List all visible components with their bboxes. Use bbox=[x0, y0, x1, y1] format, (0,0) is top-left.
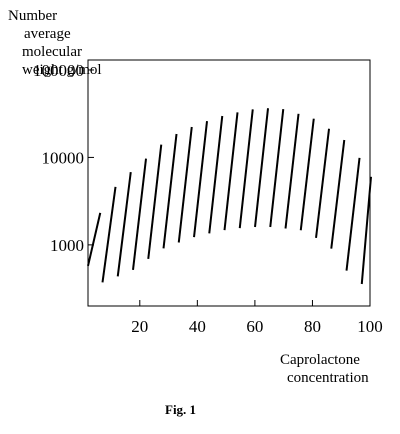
hatch-mark-14 bbox=[299, 118, 315, 231]
hatch-mark-3 bbox=[132, 158, 148, 270]
y-axis-title-line-4: weight g/mol bbox=[22, 62, 102, 78]
x-axis-ticks: 20 40 60 80 100 bbox=[131, 300, 383, 336]
y-axis-title: Number average molecular weight g/mol bbox=[8, 8, 102, 78]
x-tick-label: 40 bbox=[189, 317, 206, 336]
hatch-mark-1 bbox=[101, 186, 117, 283]
y-axis-title-line-3: molecular bbox=[22, 44, 82, 60]
y-tick-label: 1000 bbox=[50, 236, 84, 255]
hatch-mark-5 bbox=[162, 133, 178, 249]
hatch-mark-0 bbox=[87, 212, 102, 267]
hatch-mark-17 bbox=[345, 157, 361, 271]
hatch-mark-8 bbox=[208, 115, 224, 234]
hatch-mark-9 bbox=[223, 112, 239, 231]
y-axis-title-line-1: Number bbox=[8, 8, 57, 24]
hatch-mark-18 bbox=[360, 176, 372, 285]
x-axis-title-line-1: Caprolactone bbox=[280, 352, 360, 368]
hatch-mark-4 bbox=[147, 144, 163, 259]
hatch-mark-10 bbox=[238, 109, 254, 229]
x-tick-label: 100 bbox=[357, 317, 383, 336]
hatch-mark-11 bbox=[254, 108, 270, 228]
x-axis-title-line-2: concentration bbox=[287, 370, 369, 386]
hatch-mark-7 bbox=[193, 121, 209, 238]
hatch-mark-6 bbox=[177, 126, 193, 243]
hatched-region bbox=[87, 108, 372, 285]
x-tick-label: 20 bbox=[131, 317, 148, 336]
y-axis-ticks: 1000 10000 100000 bbox=[33, 61, 94, 255]
x-tick-label: 80 bbox=[304, 317, 321, 336]
figure-caption: Fig. 1 bbox=[165, 402, 196, 417]
hatch-mark-13 bbox=[284, 113, 300, 229]
y-tick-label: 100000 bbox=[33, 61, 84, 80]
y-axis-title-line-2: average bbox=[24, 26, 71, 42]
hatch-mark-2 bbox=[116, 172, 132, 277]
hatch-mark-16 bbox=[330, 139, 346, 249]
x-axis-title: Caprolactone concentration bbox=[280, 352, 369, 386]
y-tick-label: 10000 bbox=[42, 148, 85, 167]
hatch-mark-15 bbox=[315, 128, 331, 238]
hatch-mark-12 bbox=[269, 109, 285, 228]
x-tick-label: 60 bbox=[246, 317, 263, 336]
